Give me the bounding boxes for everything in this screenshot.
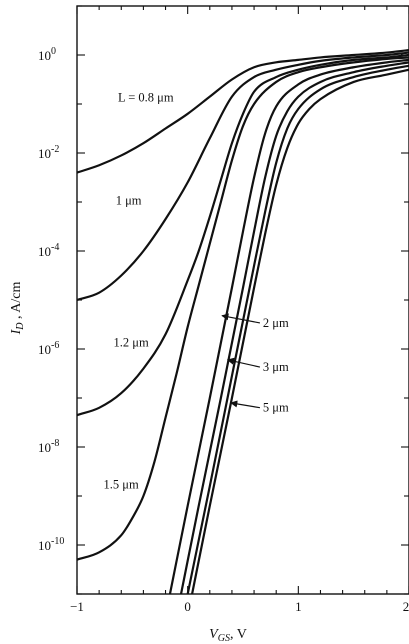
x-tick-label: 0 [184,599,191,614]
series-curve-4 [76,56,409,561]
curve-label-1: L = 0.8 μm [118,91,174,105]
series-curve-1 [76,49,409,174]
curve-label-5: 2 μm [263,316,289,330]
y-tick-label: 10-6 [38,340,59,357]
x-tick-label: 2 [403,599,409,614]
series-curve-3 [76,53,409,417]
series-curve-5 [168,58,409,595]
series-curve-6 [179,61,409,595]
x-tick-label: 1 [295,599,302,614]
curve-label-arrow [221,313,261,324]
y-tick-label: 10-8 [38,438,59,455]
curve-label-4: 1.5 μm [104,478,139,492]
y-axis-title: ID , A/cm [9,282,26,336]
curve-label-6: 3 μm [263,360,289,374]
x-axis-title: VGS, V [209,627,247,644]
y-tick-label: 10-2 [38,144,59,161]
curve-label-3: 1.2 μm [114,336,149,350]
series-curve-8 [191,68,409,595]
curve-label-7: 5 μm [263,401,289,415]
series-curve-7 [186,64,409,595]
x-tick-label: −1 [70,599,84,614]
series-curve-2 [76,51,409,302]
y-tick-label: 100 [38,46,56,63]
y-tick-label: 10-4 [38,242,59,259]
y-tick-label: 10-10 [38,536,64,553]
curve-label-2: 1 μm [116,193,142,207]
curve-label-arrow [230,400,261,409]
curve-label-arrow [226,357,261,368]
